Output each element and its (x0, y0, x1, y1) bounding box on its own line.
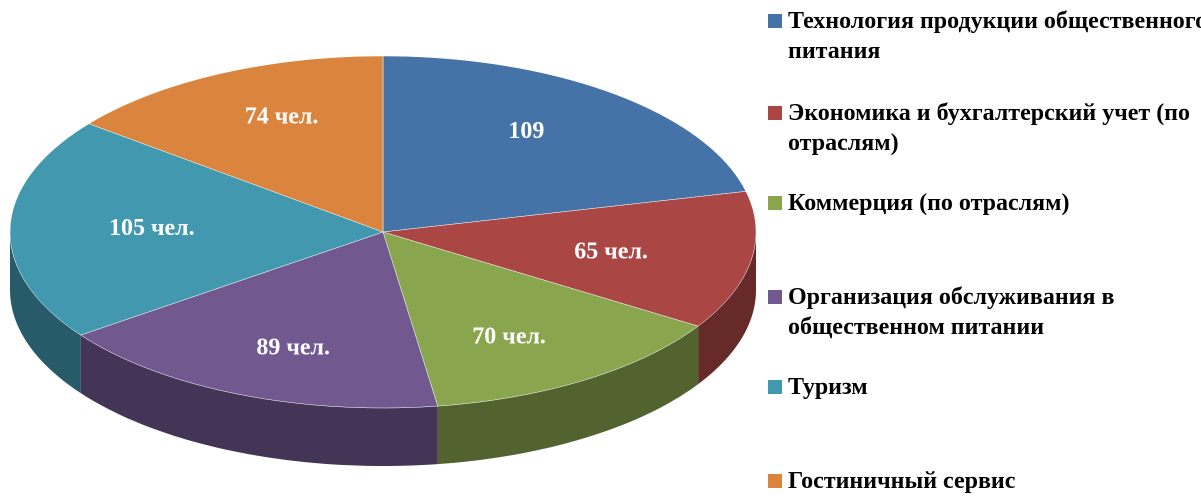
data-label: 105 чел. (109, 215, 195, 241)
chart: 109 65 чел. 70 чел. 89 чел. 105 чел. 74 чел. (9, 55, 757, 466)
legend-swatch (768, 106, 782, 120)
data-label: 109 (508, 118, 544, 144)
legend-label: Коммерция (по отраслям) (788, 190, 1070, 216)
data-label: 65 чел. (574, 238, 648, 264)
legend-label: Технология продукции общественного питан… (788, 8, 1201, 64)
legend-label: Экономика и бухгалтерский учет (по отрас… (788, 100, 1191, 156)
legend-swatch (768, 474, 782, 488)
slice-side (437, 326, 699, 465)
legend-swatch (768, 290, 782, 304)
slice (382, 191, 757, 327)
slice (382, 231, 699, 407)
slice-side (80, 335, 438, 466)
legend-item: Туризм (768, 372, 1201, 402)
legend-item: Экономика и бухгалтерский учет (по отрас… (768, 98, 1201, 158)
legend-label: Гостиничный сервис (788, 468, 1016, 494)
legend-item: Технология продукции общественного питан… (768, 6, 1201, 66)
legend-label: Организация обслуживания в общественном … (788, 284, 1115, 340)
slice (382, 55, 747, 233)
legend-swatch (768, 196, 782, 210)
legend-item: Гостиничный сервис (768, 466, 1201, 496)
slice-side (698, 232, 756, 385)
legend-item: Коммерция (по отраслям) (768, 188, 1201, 218)
slice (88, 55, 384, 233)
legend-swatch (768, 14, 782, 28)
legend-item: Организация обслуживания в общественном … (768, 282, 1201, 342)
legend-label: Туризм (788, 374, 868, 400)
slice (80, 231, 439, 409)
slice-side (10, 232, 81, 394)
slice (9, 123, 384, 336)
data-label: 74 чел. (245, 104, 319, 130)
data-label: 89 чел. (256, 334, 330, 360)
data-label: 70 чел. (472, 324, 546, 350)
legend-swatch (768, 380, 782, 394)
